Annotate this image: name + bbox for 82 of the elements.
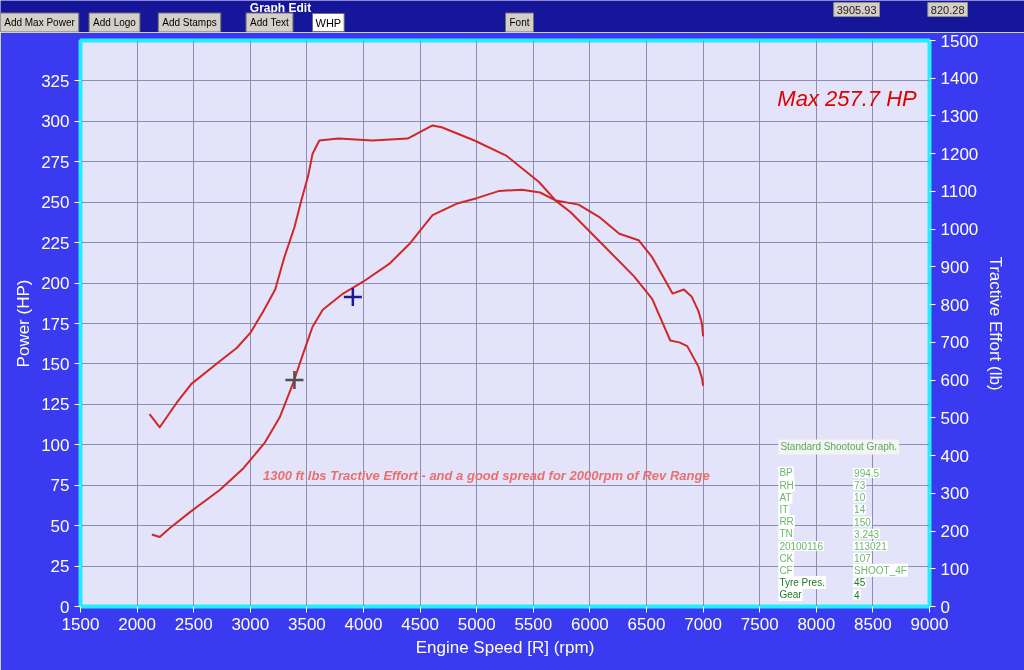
annotation: 150 [854, 516, 872, 528]
y2-tick-label: 0 [940, 597, 950, 617]
y2-tick-label: 200 [940, 522, 969, 542]
annotation: RR [779, 516, 794, 528]
x-tick-label: 3500 [287, 614, 326, 634]
x-tick-label: 1500 [61, 614, 100, 634]
x-tick-label: 3000 [231, 614, 270, 634]
y-tick-label: 125 [41, 395, 70, 415]
text: Add Max Power [4, 17, 76, 28]
y-tick-label: 50 [50, 516, 70, 536]
annotation: Tyre Pres. [779, 576, 825, 588]
y2-tick-label: 800 [940, 295, 969, 315]
annotation: 20100116 [779, 540, 824, 552]
y2-tick-label: 400 [940, 446, 969, 466]
y-tick-label: 175 [41, 314, 70, 334]
annotation: 14 [854, 504, 866, 516]
annotation: AT [779, 491, 792, 503]
annotation: Max 257.7 HP [777, 85, 918, 111]
x-tick-label: 8000 [797, 614, 836, 634]
x-tick-label: 4000 [344, 614, 383, 634]
x-tick-label: 2500 [174, 614, 213, 634]
text: 3905.93 [836, 3, 877, 16]
x-tick-label: 4500 [401, 614, 440, 634]
y-tick-label: 150 [41, 354, 70, 374]
annotation: 113021 [854, 540, 888, 552]
annotation: 3.243 [854, 528, 880, 540]
y-axis-title: Power (HP) [14, 279, 34, 368]
text: Add Text [250, 17, 289, 28]
x-tick-label: 7000 [684, 614, 723, 634]
y-tick-label: 25 [50, 557, 70, 577]
y2-tick-label: 1500 [940, 31, 979, 51]
x-axis-title: Engine Speed [R] (rpm) [415, 637, 595, 657]
annotation: CK [779, 552, 794, 564]
y-tick-label: 100 [41, 435, 70, 455]
x-tick-label: 7500 [740, 614, 779, 634]
annotation: IT [779, 503, 789, 515]
y2-tick-label: 300 [940, 484, 969, 504]
annotation: 4 [854, 589, 861, 601]
annotation: Gear [779, 589, 803, 601]
y-tick-label: 75 [50, 476, 70, 496]
y2-tick-label: 900 [940, 257, 969, 277]
y2-tick-label: 100 [940, 559, 969, 579]
y2-tick-label: 600 [940, 371, 969, 391]
text: 820.28 [930, 3, 965, 16]
y2-tick-label: 1000 [940, 220, 979, 240]
text: Font [509, 17, 530, 28]
x-tick-label: 6000 [570, 614, 609, 634]
annotation: BP [779, 467, 794, 479]
y-tick-label: 0 [60, 597, 70, 617]
text: WHP [315, 16, 342, 29]
y2-tick-label: 1200 [940, 144, 979, 164]
y-tick-label: 200 [41, 274, 70, 294]
text: Graph Edit [249, 0, 312, 15]
annotation: 45 [854, 577, 866, 589]
y-tick-label: 250 [41, 193, 70, 213]
y-tick-label: 300 [41, 112, 70, 132]
annotation: 10 [854, 492, 866, 504]
y-tick-label: 275 [41, 152, 70, 172]
y2-tick-label: 500 [940, 408, 969, 428]
y2-tick-label: 1100 [940, 182, 978, 202]
annotation: TN [779, 528, 793, 540]
annotation: 73 [854, 480, 866, 492]
x-tick-label: 9000 [910, 614, 949, 634]
y-tick-label: 225 [41, 233, 70, 253]
x-tick-label: 6500 [627, 614, 666, 634]
annotation: 107 [854, 553, 872, 565]
y-tick-label: 325 [41, 71, 70, 91]
annotation: CF [779, 564, 793, 576]
y2-tick-label: 1300 [940, 106, 979, 126]
x-tick-label: 2000 [118, 614, 157, 634]
y2-axis-title: Tractive Effort (lb) [986, 256, 1006, 391]
annotation: SHOOT_4F [854, 564, 907, 576]
x-tick-label: 8500 [853, 614, 892, 634]
annotation: 994.5 [854, 467, 880, 479]
text: Add Stamps [162, 17, 217, 28]
y2-tick-label: 700 [940, 333, 969, 353]
annotation: Standard Shootout Graph. [780, 441, 898, 453]
x-tick-label: 5500 [514, 614, 553, 634]
annotation: RH [779, 479, 794, 491]
text: Add Logo [93, 17, 137, 28]
y2-tick-label: 1400 [940, 69, 979, 89]
x-tick-label: 5000 [457, 614, 496, 634]
